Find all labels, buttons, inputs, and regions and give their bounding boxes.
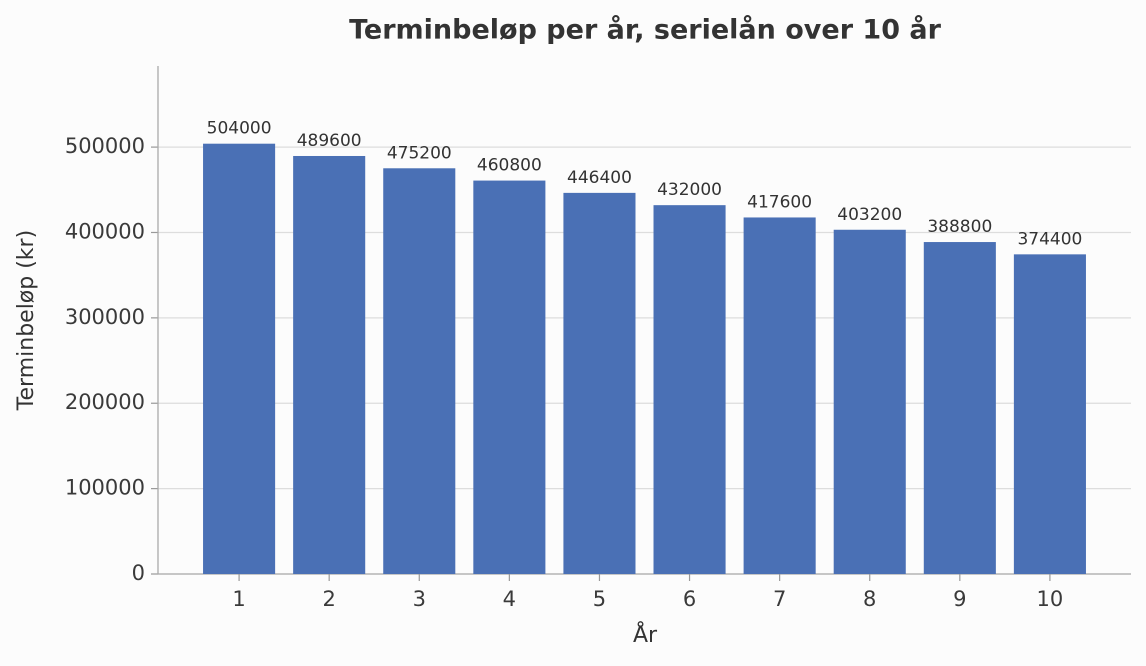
bar: [473, 180, 546, 574]
y-tick-label: 400000: [65, 219, 145, 243]
bar: [653, 205, 726, 574]
y-tick-label: 100000: [65, 476, 145, 500]
x-tick-label: 10: [1037, 587, 1064, 611]
value-label: 504000: [207, 119, 272, 139]
value-label: 374400: [1017, 229, 1082, 249]
x-tick-label: 6: [683, 587, 696, 611]
y-tick-label: 0: [132, 561, 145, 585]
bar: [833, 229, 906, 574]
value-label: 460800: [477, 156, 542, 176]
x-tick-label: 3: [413, 587, 426, 611]
x-tick-label: 7: [773, 587, 786, 611]
x-tick-label: 9: [953, 587, 966, 611]
x-tick-label: 4: [503, 587, 516, 611]
value-label: 432000: [657, 180, 722, 200]
bar: [743, 217, 816, 574]
bar: [203, 143, 276, 574]
bar: [1013, 254, 1086, 574]
y-axis-label: Terminbeløp (kr): [14, 230, 39, 411]
bar: [383, 168, 456, 574]
x-tick-label: 1: [232, 587, 245, 611]
x-tick-label: 5: [593, 587, 606, 611]
value-label: 417600: [747, 192, 812, 212]
bar: [563, 192, 636, 574]
x-tick-label: 2: [322, 587, 335, 611]
y-tick-label: 500000: [65, 134, 145, 158]
bar: [923, 242, 996, 574]
x-axis-label: År: [633, 621, 658, 648]
value-label: 403200: [837, 205, 902, 225]
bar: [293, 155, 366, 574]
x-tick-label: 8: [863, 587, 876, 611]
value-label: 388800: [927, 217, 992, 237]
value-label: 489600: [297, 131, 362, 151]
y-tick-label: 200000: [65, 390, 145, 414]
chart-title: Terminbeløp per år, serielån over 10 år: [349, 14, 942, 46]
y-tick-label: 300000: [65, 305, 145, 329]
value-label: 446400: [567, 168, 632, 188]
value-label: 475200: [387, 143, 452, 163]
